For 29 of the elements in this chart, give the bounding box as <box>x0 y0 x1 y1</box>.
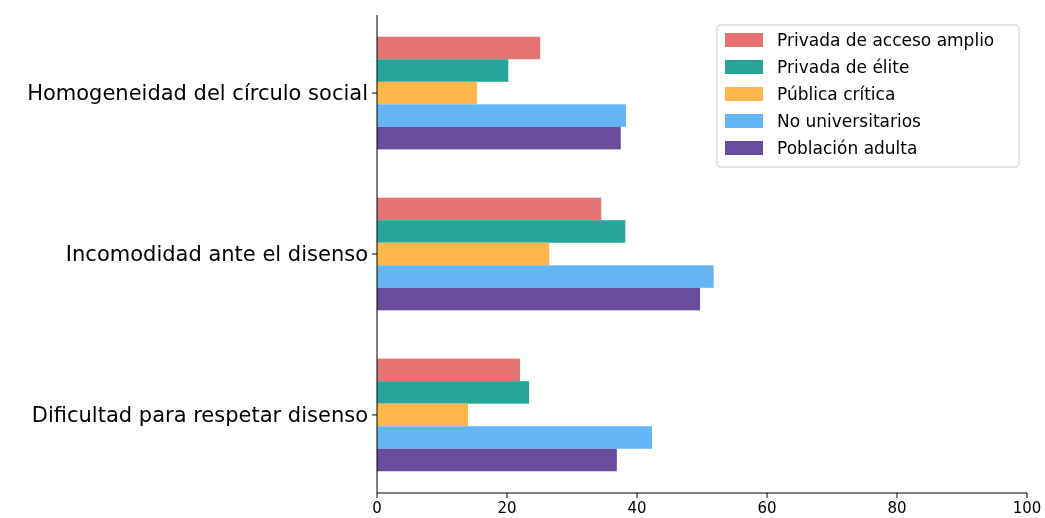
y-tick-label: Incomodidad ante el disenso <box>65 242 368 267</box>
bar <box>377 126 621 150</box>
x-tick-label: 80 <box>887 499 907 517</box>
x-tick-label: 60 <box>757 499 777 517</box>
bar <box>377 381 530 404</box>
x-tick-label: 0 <box>372 499 382 517</box>
bar <box>377 197 602 221</box>
legend-label: No universitarios <box>777 110 922 131</box>
legend-label: Pública crítica <box>777 83 896 104</box>
bar <box>377 220 626 243</box>
bar <box>377 287 701 311</box>
bar <box>377 358 520 382</box>
legend-label: Privada de élite <box>777 56 910 77</box>
x-tick-label: 100 <box>1012 499 1042 517</box>
x-tick-label: 20 <box>497 499 517 517</box>
legend-label: Población adulta <box>777 137 918 158</box>
bar <box>377 59 509 82</box>
bar <box>377 242 550 266</box>
y-tick-label: Homogeneidad del círculo social <box>27 81 368 106</box>
bar <box>377 448 617 472</box>
bar <box>377 36 541 60</box>
bar <box>377 426 652 449</box>
bar <box>377 265 714 288</box>
legend-label: Privada de acceso amplio <box>777 29 995 50</box>
bar <box>377 81 478 105</box>
bar <box>377 403 468 427</box>
y-tick-label: Dificultad para respetar disenso <box>31 403 368 428</box>
bar <box>377 104 626 127</box>
x-tick-label: 40 <box>627 499 647 517</box>
